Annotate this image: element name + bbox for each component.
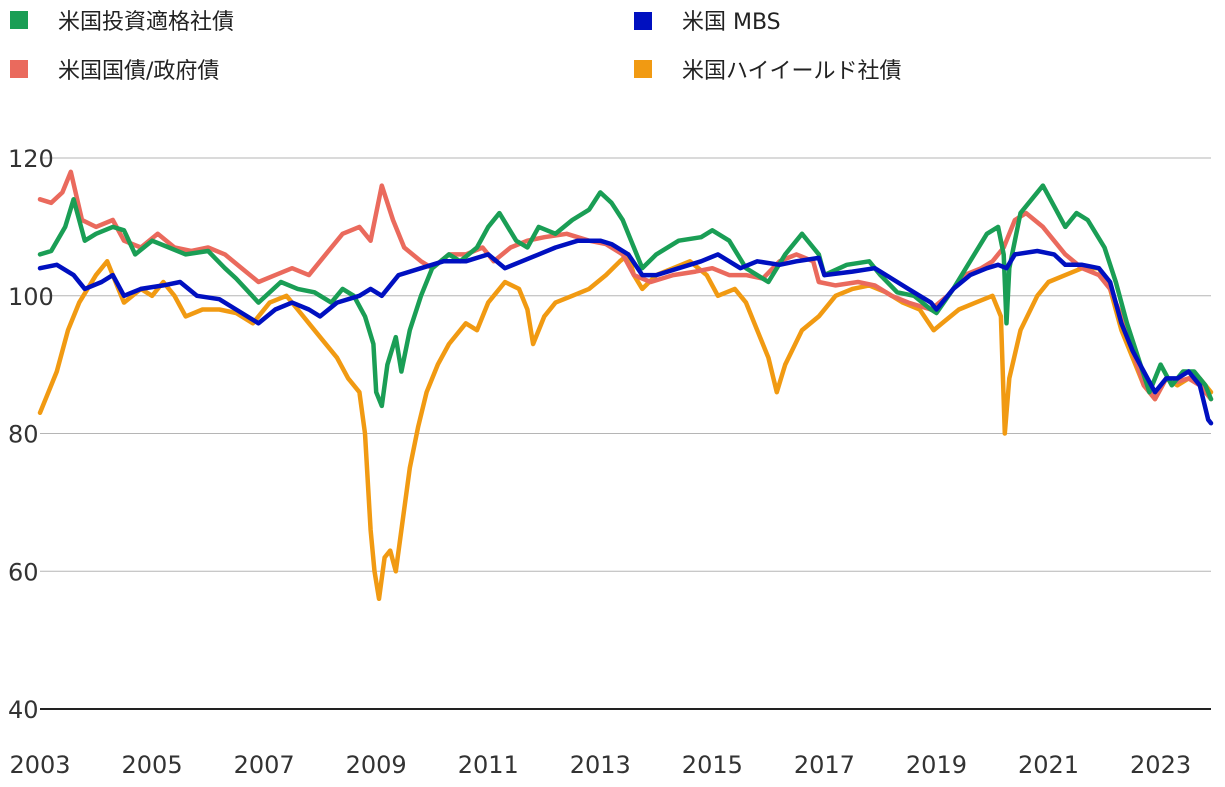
y-tick-label: 120	[8, 145, 54, 173]
legend-item-mbs[interactable]: 米国 MBS	[634, 10, 781, 35]
x-tick-label: 2007	[234, 751, 295, 779]
x-tick-label: 2013	[570, 751, 631, 779]
y-tick-label: 100	[8, 283, 54, 311]
legend-item-high-yield[interactable]: 米国ハイイールド社債	[634, 59, 902, 84]
x-tick-label: 2011	[458, 751, 519, 779]
y-tick-label: 40	[8, 696, 39, 724]
legend-label-investment-grade: 米国投資適格社債	[58, 10, 234, 35]
legend-item-treasury[interactable]: 米国国債/政府債	[10, 59, 219, 84]
legend-item-investment-grade[interactable]: 米国投資適格社債	[10, 10, 234, 35]
x-tick-label: 2019	[906, 751, 967, 779]
x-tick-label: 2017	[794, 751, 855, 779]
x-tick-label: 2003	[9, 751, 70, 779]
gridlines	[40, 157, 1211, 572]
legend-swatch-treasury	[10, 60, 28, 78]
y-tick-label: 80	[8, 421, 39, 449]
legend-swatch-high-yield	[634, 60, 652, 78]
legend-swatch-mbs	[634, 12, 652, 30]
x-tick-label: 2009	[346, 751, 407, 779]
legend-label-treasury: 米国国債/政府債	[58, 59, 219, 84]
series-line-1	[37, 238, 1214, 426]
x-tick-label: 2015	[682, 751, 743, 779]
legend-swatch-investment-grade	[10, 11, 28, 29]
x-tick-label: 2021	[1018, 751, 1079, 779]
y-tick-label: 60	[8, 558, 39, 586]
y-axis-ticks: 40 60 80 100 120	[8, 145, 54, 724]
legend: 米国投資適格社債 米国国債/政府債 米国 MBS 米国ハイイールド社債	[10, 10, 902, 84]
series-lines	[37, 169, 1214, 602]
legend-label-mbs: 米国 MBS	[682, 10, 781, 35]
series-line-2	[37, 169, 1214, 402]
x-tick-label: 2005	[122, 751, 183, 779]
x-axis-ticks: 2003 2005 2007 2009 2011 2013 2015 2017 2019 2021…	[9, 751, 1191, 779]
series-line-3	[37, 252, 1214, 602]
series-line-0	[37, 183, 1214, 409]
legend-label-high-yield: 米国ハイイールド社債	[682, 59, 902, 84]
x-tick-label: 2023	[1130, 751, 1191, 779]
